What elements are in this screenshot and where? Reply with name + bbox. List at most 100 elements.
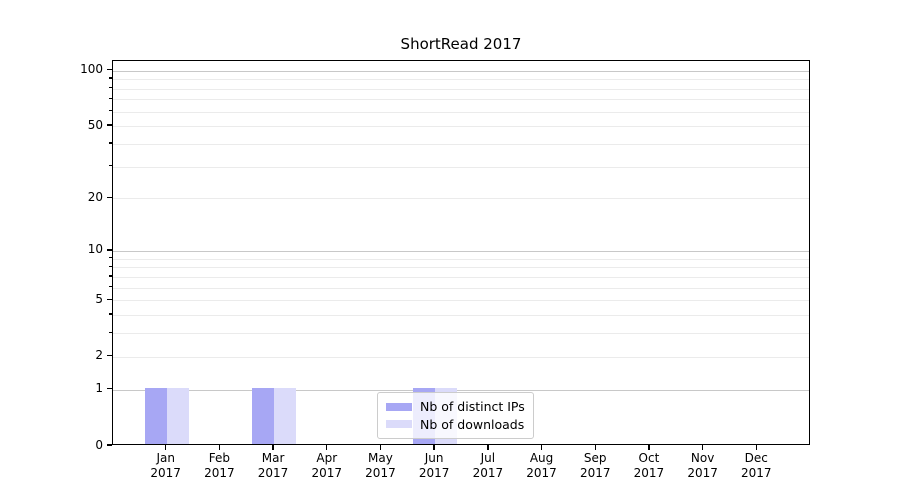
x-tick-label-line: 2017 <box>418 466 450 480</box>
x-tick-label-apr-2017: Apr 2017 <box>291 451 363 481</box>
plot-area: Nb of distinct IPs Nb of downloads <box>112 60 810 445</box>
x-tick-label-line: Jun <box>424 451 444 465</box>
minor-gridline-y-60 <box>113 111 809 113</box>
y-tick-mark-5 <box>106 298 112 300</box>
y-tick-mark-20 <box>106 196 112 199</box>
x-tick-mark-5 <box>379 445 382 450</box>
x-tick-label-nov-2017: Nov 2017 <box>667 451 739 481</box>
y-minor-tick-mark-7 <box>109 275 112 277</box>
x-tick-mark-3 <box>272 445 274 450</box>
gridline-y-100 <box>113 70 809 72</box>
x-tick-label-line: 2017 <box>311 466 343 480</box>
legend-item-distinct-ips: Nb of distinct IPs <box>386 398 525 416</box>
gridline-y-20 <box>113 198 809 200</box>
minor-gridline-y-4 <box>113 315 809 317</box>
x-tick-label-sep-2017: Sep 2017 <box>559 451 631 481</box>
minor-gridline-y-8 <box>113 267 809 269</box>
minor-gridline-y-70 <box>113 99 809 101</box>
x-tick-label-may-2017: May 2017 <box>344 451 416 481</box>
y-minor-tick-mark-4 <box>109 313 112 315</box>
legend-swatch-distinct-ips-icon <box>386 402 412 411</box>
x-tick-label-dec-2017: Dec 2017 <box>720 451 792 481</box>
x-tick-mark-10 <box>648 445 650 450</box>
y-tick-label-1: 1 <box>95 381 103 396</box>
gridline-y-10 <box>113 250 809 252</box>
y-minor-tick-mark-70 <box>109 97 112 99</box>
x-tick-label-line: Dec <box>744 451 768 465</box>
gridline-y-2 <box>113 356 809 358</box>
x-tick-label-line: 2017 <box>526 466 557 480</box>
y-minor-tick-mark-3 <box>109 331 112 333</box>
y-tick-label-2: 2 <box>95 348 103 363</box>
x-tick-mark-4 <box>326 445 328 450</box>
x-tick-label-line: May <box>368 451 393 465</box>
x-tick-label-line: 2017 <box>365 466 396 480</box>
minor-gridline-y-90 <box>113 79 809 81</box>
minor-gridline-y-40 <box>113 143 809 145</box>
x-tick-mark-9 <box>594 445 596 450</box>
bar-downloads-jan-2017 <box>166 387 189 444</box>
x-tick-label-feb-2017: Feb 2017 <box>183 451 255 481</box>
x-tick-mark-6 <box>433 445 435 450</box>
x-tick-label-line: 2017 <box>741 466 772 480</box>
gridline-y-5 <box>113 300 809 302</box>
y-minor-tick-mark-9 <box>109 257 112 259</box>
legend-item-downloads: Nb of downloads <box>386 416 525 434</box>
x-tick-label-oct-2017: Oct 2017 <box>613 451 685 481</box>
gridline-y-50 <box>113 126 809 128</box>
x-tick-label-aug-2017: Aug 2017 <box>506 451 578 481</box>
y-tick-mark-10 <box>106 249 112 251</box>
y-minor-tick-mark-30 <box>109 164 112 167</box>
y-tick-mark-0 <box>106 444 112 446</box>
x-tick-label-line: 2017 <box>150 466 181 480</box>
minor-gridline-y-6 <box>113 287 809 289</box>
x-tick-label-line: 2017 <box>633 466 665 480</box>
x-tick-mark-8 <box>540 445 543 450</box>
y-tick-label-20: 20 <box>87 189 103 204</box>
y-tick-mark-1 <box>106 387 112 390</box>
minor-gridline-y-3 <box>113 333 809 335</box>
legend-label-downloads: Nb of downloads <box>420 416 525 432</box>
x-tick-mark-2 <box>218 445 221 450</box>
y-tick-label-10: 10 <box>87 242 103 257</box>
y-tick-label-100: 100 <box>80 62 103 77</box>
legend-swatch-downloads-icon <box>386 420 412 429</box>
x-tick-label-line: 2017 <box>257 466 289 480</box>
y-tick-mark-2 <box>106 354 112 357</box>
chart-title: ShortRead 2017 <box>400 35 522 53</box>
x-tick-label-line: Oct <box>638 451 660 465</box>
y-tick-label-50: 50 <box>87 117 103 132</box>
y-minor-tick-mark-80 <box>109 86 112 89</box>
x-tick-label-line: Sep <box>583 451 607 465</box>
x-tick-label-line: 2017 <box>472 466 504 480</box>
y-minor-tick-mark-8 <box>109 265 112 267</box>
legend: Nb of distinct IPs Nb of downloads <box>377 392 534 439</box>
x-tick-label-jun-2017: Jun 2017 <box>398 451 470 481</box>
gridline-y-1 <box>113 389 809 391</box>
x-tick-label-jan-2017: Jan 2017 <box>130 451 202 481</box>
x-tick-label-line: Feb <box>208 451 230 465</box>
x-tick-label-line: Jan <box>156 451 175 465</box>
x-tick-label-line: Nov <box>690 451 715 465</box>
y-tick-label-5: 5 <box>95 291 103 306</box>
y-tick-label-0: 0 <box>95 437 103 452</box>
bar-distinct-ips-jan-2017 <box>144 387 167 444</box>
x-tick-label-line: 2017 <box>687 466 718 480</box>
y-minor-tick-mark-6 <box>109 286 112 288</box>
x-tick-mark-7 <box>487 445 489 450</box>
x-tick-label-line: Apr <box>316 451 338 465</box>
y-minor-tick-mark-60 <box>109 109 112 112</box>
x-tick-label-jul-2017: Jul 2017 <box>452 451 524 481</box>
x-tick-mark-11 <box>701 445 704 450</box>
minor-gridline-y-80 <box>113 88 809 90</box>
y-minor-tick-mark-40 <box>109 142 112 144</box>
x-tick-label-mar-2017: Mar 2017 <box>237 451 309 481</box>
minor-gridline-y-30 <box>113 166 809 168</box>
y-minor-tick-mark-90 <box>109 77 112 79</box>
bar-downloads-mar-2017 <box>274 387 297 444</box>
x-tick-label-line: Aug <box>529 451 554 465</box>
y-tick-mark-100 <box>106 68 112 71</box>
bar-distinct-ips-mar-2017 <box>252 387 275 444</box>
x-tick-mark-1 <box>164 445 167 450</box>
